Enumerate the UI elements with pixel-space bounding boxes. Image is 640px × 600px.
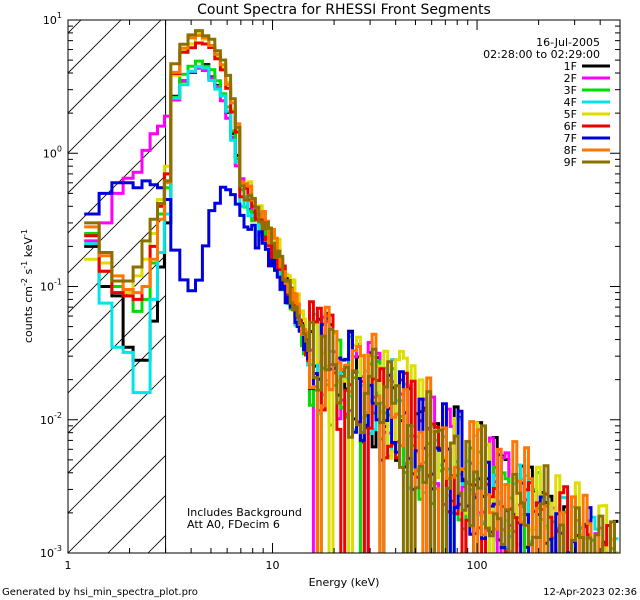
hatch-line: [588, 0, 640, 553]
hatch-line: [68, 174, 166, 274]
axis-ticks: 1 10 100 101 100 10-1 10-2 10-3: [40, 11, 621, 572]
x-tick-label: 100: [467, 559, 488, 572]
hatch-lines: [68, 0, 640, 553]
series-layer: [84, 29, 619, 553]
y-tick-label: 10-1: [40, 278, 62, 294]
y-tick-label: 10-2: [40, 411, 62, 427]
series-7f: [84, 179, 593, 553]
legend-label-5f: 5F: [564, 108, 577, 121]
y-axis-label-exp2: -1: [20, 261, 29, 269]
y-tick-label: 101: [43, 11, 62, 27]
footer-timestamp: 12-Apr-2023 02:36: [543, 587, 637, 598]
legend-label-4f: 4F: [564, 96, 577, 109]
x-axis-label: Energy (keV): [309, 576, 380, 589]
series-9f: [84, 29, 616, 553]
y-axis-label-exp3: -1: [20, 229, 29, 237]
hatched-region: [68, 0, 640, 553]
legend-label-9f: 9F: [564, 156, 577, 169]
legend-label-7f: 7F: [564, 132, 577, 145]
legend-label-2f: 2F: [564, 72, 577, 85]
hatch-line: [68, 134, 166, 234]
generated-by: Generated by hsi_min_spectra_plot.pro: [2, 587, 198, 598]
legend-label-3f: 3F: [564, 84, 577, 97]
chart-title: Count Spectra for RHESSI Front Segments: [197, 2, 491, 18]
y-tick-label: 100: [43, 144, 62, 160]
hatch-line: [68, 414, 166, 514]
legend-label-8f: 8F: [564, 144, 577, 157]
hatch-line: [68, 454, 166, 553]
x-tick-label: 1: [65, 559, 72, 572]
y-tick-label: 10-3: [40, 544, 62, 560]
date-label: 16-Jul-2005: [536, 36, 600, 49]
background-note: Includes Background: [187, 506, 302, 519]
hatch-line: [68, 54, 166, 154]
hatch-line: [68, 254, 166, 354]
hatch-line: [68, 294, 166, 394]
attenuator-note: Att A0, FDecim 6: [187, 518, 280, 531]
legend-label-6f: 6F: [564, 120, 577, 133]
hatch-line: [628, 0, 640, 553]
time-range-label: 02:28:00 to 02:29:00: [483, 48, 600, 61]
hatch-line: [68, 20, 162, 114]
hatch-line: [68, 214, 166, 314]
x-tick-label: 10: [266, 559, 280, 572]
series-8f: [84, 34, 605, 553]
y-axis-label: counts cm-2 s-1 keV-1: [20, 229, 35, 343]
hatch-line: [68, 374, 166, 474]
legend-label-1f: 1F: [564, 60, 577, 73]
hatch-line: [548, 0, 640, 553]
hatch-line: [68, 20, 82, 34]
y-axis-label-exp1: -2: [20, 278, 29, 286]
